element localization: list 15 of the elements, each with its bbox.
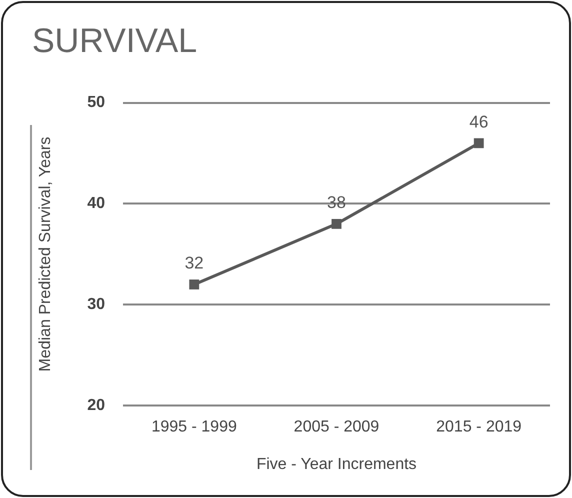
y-tick-label: 30 — [87, 296, 106, 314]
point — [474, 138, 484, 148]
y-tick-label: 40 — [87, 195, 106, 212]
point — [189, 280, 200, 290]
x-tick-label: 2015 - 2019 — [436, 418, 522, 436]
data-label: 46 — [469, 112, 488, 132]
y-tick-label: 20 — [87, 397, 106, 414]
x-tick-label: 1995 - 1999 — [151, 418, 237, 436]
chart-title: SURVIVAL — [32, 22, 198, 60]
x-axis-title: Five - Year Increments — [256, 456, 417, 473]
point — [332, 218, 342, 229]
y-tick-label: 50 — [87, 94, 106, 112]
y-axis-title: Median Predicted Survival, Years — [37, 136, 54, 372]
data-label: 32 — [184, 254, 204, 273]
x-tick-label: 2005 - 2009 — [294, 418, 380, 436]
